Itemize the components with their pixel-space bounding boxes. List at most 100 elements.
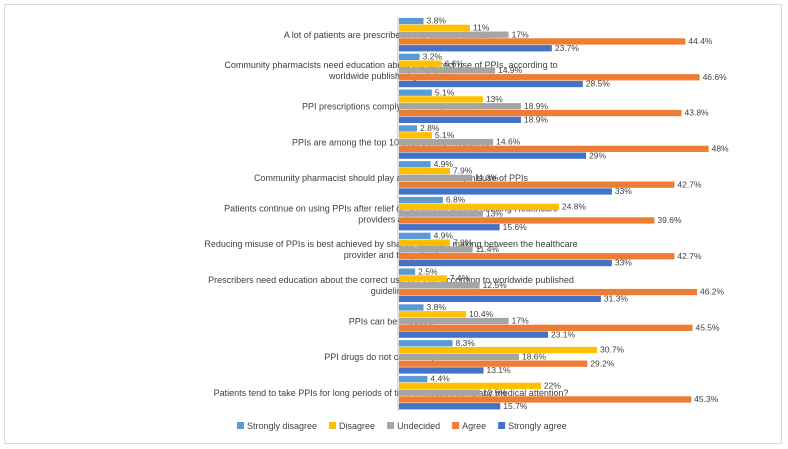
bar-strongly-agree xyxy=(399,45,552,52)
bar-undecided xyxy=(399,138,494,146)
bar-undecided xyxy=(399,246,473,253)
bar-disagree xyxy=(399,311,467,318)
data-label: 24.8% xyxy=(562,202,587,212)
data-label: 12.5% xyxy=(483,280,508,290)
data-label: 33% xyxy=(615,258,632,268)
data-label: 2.8% xyxy=(420,123,440,133)
bar-strongly-disagree xyxy=(399,161,431,168)
bar-disagree xyxy=(399,346,598,354)
legend-swatch xyxy=(498,422,506,429)
data-label: 18.9% xyxy=(524,101,549,111)
data-label: 15.7% xyxy=(503,401,528,411)
data-label: 2.5% xyxy=(418,266,438,276)
bar-disagree xyxy=(399,382,541,389)
category-label: guidelines xyxy=(371,286,412,296)
bar-disagree xyxy=(399,275,447,282)
data-label: 15.6% xyxy=(503,222,528,232)
bar-agree xyxy=(399,396,692,403)
data-label: 39.6% xyxy=(657,215,682,225)
data-label: 30.7% xyxy=(600,345,625,355)
bar-strongly-disagree xyxy=(399,304,424,311)
bar-strongly-agree xyxy=(399,259,612,267)
bar-strongly-agree xyxy=(399,80,583,88)
bar-strongly-disagree xyxy=(399,196,443,204)
category-label: Community pharmacists need education abo… xyxy=(224,60,557,70)
data-label: 23.7% xyxy=(555,43,580,53)
data-label: 23.1% xyxy=(551,329,576,339)
bar-strongly-agree xyxy=(399,331,548,338)
category-label: PPI drugs do not cause any harm xyxy=(324,352,458,362)
legend-entry: Agree xyxy=(462,421,486,431)
bar-strongly-agree xyxy=(399,403,501,410)
data-label: 28.5% xyxy=(586,79,611,89)
bar-agree xyxy=(399,253,675,260)
bar-strongly-agree xyxy=(399,295,601,302)
category-label: Prescribers need education about the cor… xyxy=(208,275,574,285)
data-label: 3.2% xyxy=(423,52,443,62)
bar-strongly-disagree xyxy=(399,125,418,132)
legend-swatch xyxy=(237,422,244,429)
legend-entry: Strongly agree xyxy=(508,421,567,431)
legend-swatch xyxy=(329,422,337,429)
category-label: PPIs are among the top 10 best-selling m… xyxy=(292,137,491,147)
data-label: 43.8% xyxy=(685,108,710,118)
data-label: 6.8% xyxy=(446,195,466,205)
data-label: 4.9% xyxy=(434,159,454,169)
bar-agree xyxy=(399,324,693,331)
data-label: 10.4% xyxy=(469,309,494,319)
bar-strongly-agree xyxy=(399,188,612,195)
data-label: 17% xyxy=(512,316,529,326)
bar-agree xyxy=(399,38,686,45)
chart-area: A lot of patients are prescribed PPIs wi… xyxy=(4,4,782,444)
data-label: 48% xyxy=(712,144,729,154)
data-label: 11.4% xyxy=(476,244,500,254)
bar-undecided xyxy=(399,389,480,396)
bar-strongly-agree xyxy=(399,152,587,159)
category-label: PPIs can be misused xyxy=(349,316,434,326)
data-label: 46.6% xyxy=(703,72,728,82)
data-label: 18.9% xyxy=(524,115,549,125)
category-labels: A lot of patients are prescribed PPIs wi… xyxy=(204,30,577,398)
bar-undecided xyxy=(399,67,496,74)
bar-disagree xyxy=(399,203,559,210)
data-label: 7.9% xyxy=(453,166,473,176)
bar-series xyxy=(399,17,709,410)
bar-undecided xyxy=(399,103,521,110)
data-label: 7.4% xyxy=(450,273,470,283)
category-label: provider and the patient xyxy=(344,250,439,260)
bar-agree xyxy=(399,181,675,188)
bar-strongly-disagree xyxy=(399,53,420,60)
bar-undecided xyxy=(399,210,483,217)
data-label: 17% xyxy=(512,29,529,39)
legend: Strongly disagree Disagree Undecided Agree S… xyxy=(237,421,567,431)
data-labels: 3.8% 11% 17% 44.4% 23.7% 3.2%6.6% 14.9% 46.6% 28… xyxy=(418,16,729,411)
data-label: 13.1% xyxy=(486,365,511,375)
data-label: 45.5% xyxy=(695,323,720,333)
legend-entry: Strongly disagree xyxy=(247,421,317,431)
data-label: 29% xyxy=(589,150,606,160)
data-label: 11% xyxy=(473,23,490,33)
bar-strongly-disagree xyxy=(399,268,416,275)
data-label: 11.3% xyxy=(475,173,499,183)
bar-disagree xyxy=(399,132,432,139)
category-label: Patients continue on using PPIs after re… xyxy=(224,203,558,213)
bar-disagree xyxy=(399,96,483,103)
bar-undecided xyxy=(399,317,509,325)
bar-disagree xyxy=(399,239,450,246)
data-label: 5.1% xyxy=(435,87,455,97)
bar-agree xyxy=(399,217,655,224)
bar-disagree xyxy=(399,60,442,67)
data-label: 14.6% xyxy=(496,137,521,147)
bar-strongly-disagree xyxy=(399,17,424,25)
bar-disagree xyxy=(399,167,450,175)
data-label: 42.7% xyxy=(677,251,702,261)
data-label: 5.1% xyxy=(435,130,455,140)
bar-strongly-agree xyxy=(399,116,521,123)
category-label: Patients tend to take PPIs for long peri… xyxy=(214,388,569,398)
data-label: 7.9% xyxy=(453,237,473,247)
category-label: worldwide published guidelines xyxy=(328,71,454,81)
data-label: 29.2% xyxy=(590,358,615,368)
bar-strongly-disagree xyxy=(399,375,428,383)
data-label: 31.3% xyxy=(604,294,629,304)
bar-agree xyxy=(399,109,682,117)
